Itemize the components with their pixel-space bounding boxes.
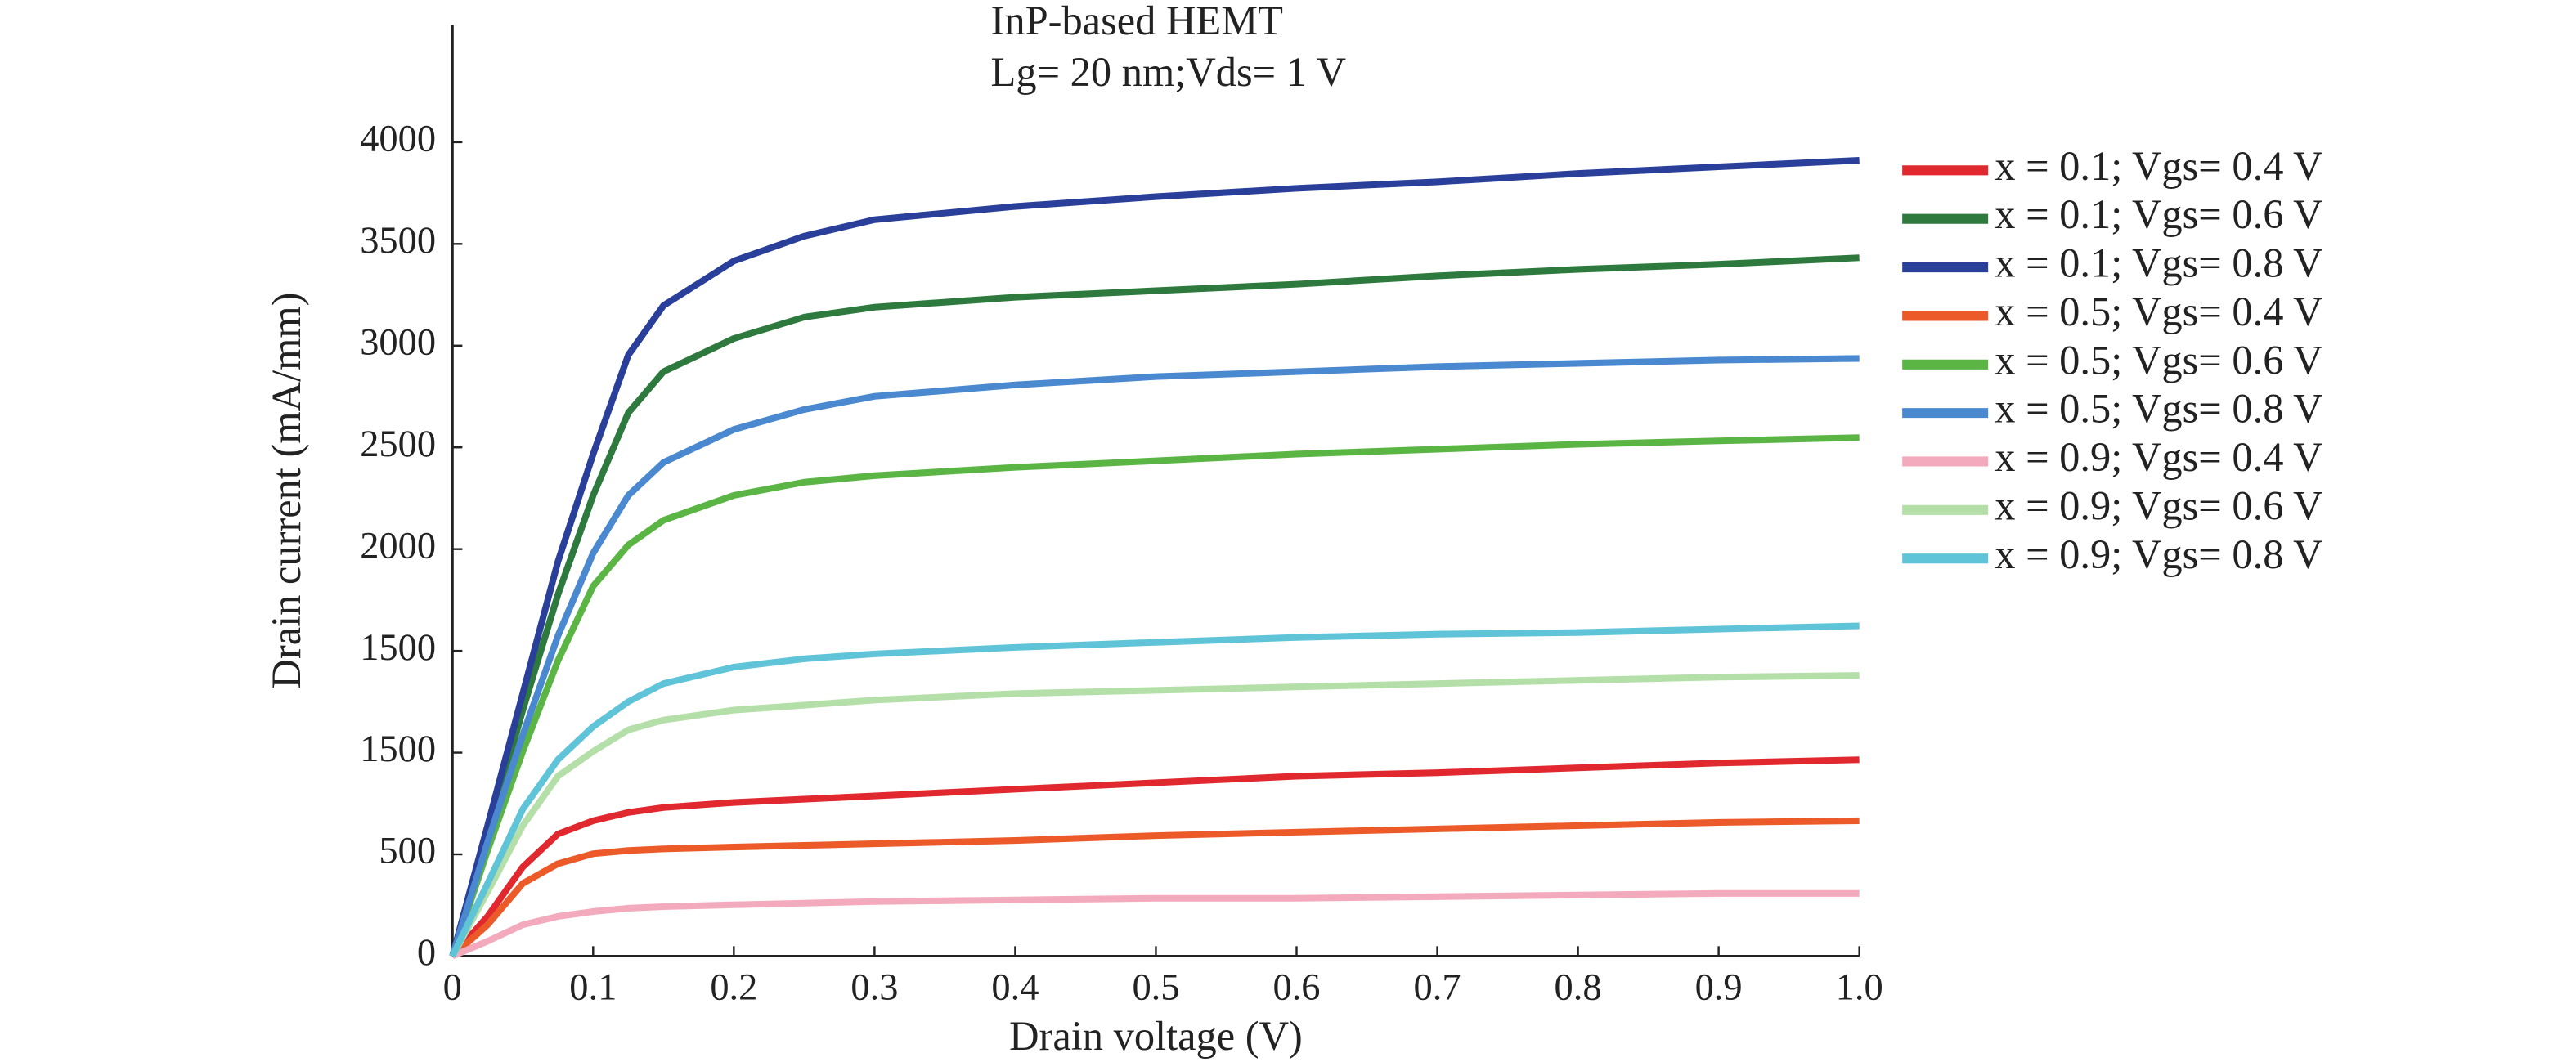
legend-label: x = 0.1; Vgs= 0.4 V	[1995, 143, 2322, 189]
series-line	[449, 157, 1860, 957]
y-tick-label: 3000	[360, 321, 436, 363]
legend-label: x = 0.1; Vgs= 0.6 V	[1995, 191, 2322, 237]
x-tick-label: 0.4	[991, 967, 1039, 1009]
y-tick-label: 1500	[360, 627, 436, 669]
legend-label: x = 0.5; Vgs= 0.4 V	[1995, 289, 2322, 334]
y-tick-label: 4000	[360, 119, 436, 160]
series-line	[450, 756, 1860, 959]
legend-label: x = 0.5; Vgs= 0.8 V	[1995, 386, 2322, 432]
chart-subtitle: Lg= 20 nm;Vds= 1 V	[991, 49, 1347, 95]
legend-label: x = 0.9; Vgs= 0.6 V	[1995, 482, 2322, 528]
y-tick-label: 2000	[360, 525, 436, 567]
legend-label: x = 0.9; Vgs= 0.4 V	[1995, 434, 2322, 480]
series-line	[449, 672, 1860, 958]
x-axis-title: Drain voltage (V)	[1009, 1013, 1303, 1059]
x-tick-label: 0.5	[1132, 967, 1179, 1009]
legend-label: x = 0.5; Vgs= 0.6 V	[1995, 337, 2322, 383]
series-line	[449, 622, 1860, 958]
x-tick-label: 0.6	[1272, 967, 1320, 1009]
x-tick-label: 0.3	[850, 967, 898, 1009]
chart-title: InP-based HEMT	[991, 0, 1283, 43]
x-tick-label: 0.2	[710, 967, 757, 1009]
y-tick-label: 0	[417, 932, 436, 974]
x-tick-label: 0.8	[1555, 967, 1602, 1009]
series-line	[451, 889, 1860, 960]
legend-label: x = 0.9; Vgs= 0.8 V	[1995, 531, 2322, 577]
series-line	[449, 254, 1860, 957]
x-tick-label: 0.9	[1695, 967, 1743, 1009]
y-axis-title: Drain current (mA/mm)	[263, 293, 309, 689]
series-line	[450, 817, 1860, 959]
x-tick-label: 0.1	[569, 967, 617, 1009]
series-line	[449, 355, 1860, 957]
x-tick-label: 0	[443, 967, 462, 1009]
y-tick-label: 3500	[360, 220, 436, 262]
y-tick-label: 500	[379, 831, 436, 872]
y-tick-label: 2500	[360, 423, 436, 465]
y-tick-label: 1500	[360, 728, 436, 770]
legend-label: x = 0.1; Vgs= 0.8 V	[1995, 240, 2322, 286]
x-tick-label: 0.7	[1414, 967, 1461, 1009]
series-line	[449, 434, 1860, 957]
x-tick-label: 1.0	[1836, 967, 1883, 1009]
